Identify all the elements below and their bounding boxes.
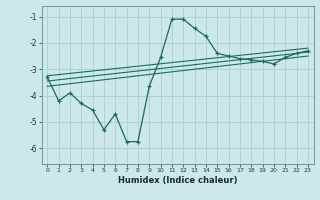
X-axis label: Humidex (Indice chaleur): Humidex (Indice chaleur) [118,176,237,185]
